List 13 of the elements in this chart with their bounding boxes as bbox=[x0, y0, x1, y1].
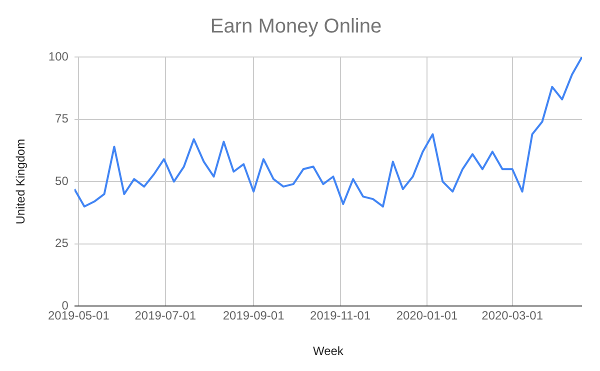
y-tick-label: 100 bbox=[48, 49, 69, 64]
y-axis-title: United Kingdom bbox=[14, 138, 28, 224]
x-axis-title: Week bbox=[312, 344, 344, 358]
y-tick-label: 25 bbox=[55, 236, 69, 250]
x-tick-label: 2019-09-01 bbox=[222, 308, 285, 323]
x-tick-label: 2019-07-01 bbox=[134, 308, 196, 323]
y-tick-label: 50 bbox=[55, 174, 69, 188]
x-tick-label: 2019-05-01 bbox=[48, 308, 110, 323]
y-tick-label: 75 bbox=[55, 112, 69, 126]
x-tick-label: 2020-03-01 bbox=[482, 308, 544, 323]
x-tick-label: 2019-11-01 bbox=[310, 308, 371, 323]
x-tick-label: 2020-01-01 bbox=[396, 308, 458, 323]
chart-title: Earn Money Online bbox=[210, 16, 382, 38]
